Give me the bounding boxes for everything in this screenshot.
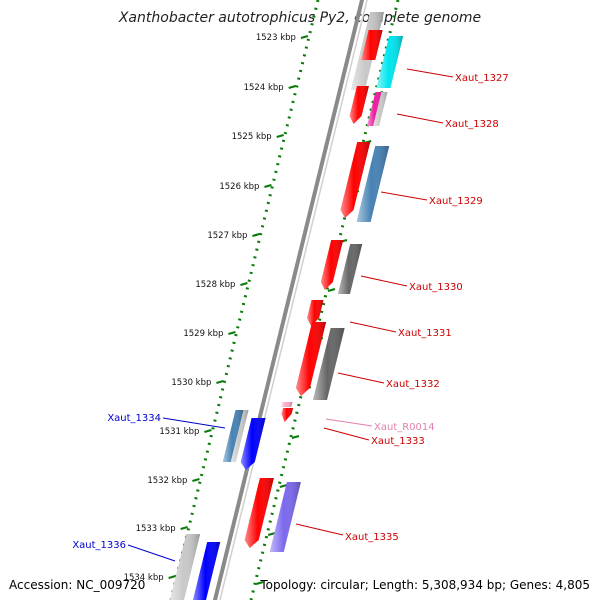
gene-bar-r0014 bbox=[281, 402, 293, 407]
tick-mark bbox=[255, 580, 264, 586]
gene-shade bbox=[373, 92, 388, 126]
tick-label: 1534 kbp bbox=[124, 573, 164, 583]
gene-bar-1335-red bbox=[244, 478, 274, 548]
gene-shade bbox=[244, 478, 274, 548]
gene-bar-1329-red bbox=[340, 142, 371, 218]
gene-shade bbox=[193, 542, 221, 600]
gene-shade bbox=[230, 410, 249, 462]
gene-bar-1334-light bbox=[230, 410, 249, 462]
tick-label: 1526 kbp bbox=[219, 182, 259, 192]
gene-label: Xaut_1329 bbox=[429, 196, 483, 207]
gene-label: Xaut_1331 bbox=[398, 328, 452, 339]
gene-label: Xaut_1330 bbox=[409, 282, 463, 293]
gene-bar-1327-red bbox=[361, 30, 383, 60]
gene-leader-line bbox=[349, 321, 397, 333]
tick-mark bbox=[300, 34, 309, 40]
tick-label: 1524 kbp bbox=[244, 83, 284, 93]
gene-shade bbox=[349, 86, 369, 124]
gene-bar-1327-cyan bbox=[376, 36, 404, 88]
gene-bar-1332-gray bbox=[313, 328, 345, 400]
gene-bar-1328-red bbox=[349, 86, 369, 124]
tick-mark bbox=[288, 84, 296, 90]
gene-leader-line bbox=[360, 275, 408, 287]
tick-mark bbox=[264, 183, 272, 189]
tick-mark bbox=[192, 477, 200, 483]
tick-mark bbox=[252, 232, 260, 238]
gene-shade bbox=[361, 30, 383, 60]
gene-shade bbox=[356, 146, 390, 222]
tick-label: 1531 kbp bbox=[159, 427, 199, 437]
gene-shade bbox=[281, 402, 293, 407]
tick-mark bbox=[279, 483, 288, 489]
gene-label: Xaut_1332 bbox=[386, 379, 440, 390]
tick-label: 1527 kbp bbox=[207, 231, 247, 241]
gene-shade bbox=[222, 410, 244, 462]
gene-label: Xaut_1333 bbox=[371, 436, 425, 447]
gene-leader-line bbox=[337, 372, 385, 384]
tick-label: 1525 kbp bbox=[232, 132, 272, 142]
gene-shade bbox=[376, 36, 404, 88]
gene-bar-1335-purple bbox=[269, 482, 301, 552]
gene-shade bbox=[269, 482, 301, 552]
tick-label: 1530 kbp bbox=[171, 378, 211, 388]
backbone-highlight bbox=[219, 0, 368, 600]
gene-label: Xaut_1334 bbox=[107, 413, 161, 424]
gene-shade bbox=[337, 244, 363, 294]
tick-label: 1528 kbp bbox=[195, 280, 235, 290]
gene-leader-line bbox=[380, 191, 428, 201]
tick-mark bbox=[267, 531, 276, 537]
gene-bar-1330-red bbox=[320, 240, 344, 290]
accession-text: Accession: NC_009720 bbox=[9, 578, 146, 592]
gene-label: Xaut_1336 bbox=[72, 540, 126, 551]
gene-label: Xaut_1327 bbox=[455, 73, 509, 84]
gene-label: Xaut_1335 bbox=[345, 532, 399, 543]
gene-label: Xaut_1328 bbox=[445, 119, 499, 130]
tick-mark bbox=[291, 434, 300, 440]
gene-leader-line bbox=[295, 523, 344, 536]
gene-leader-line bbox=[323, 427, 370, 441]
gene-bar-1332-red bbox=[295, 322, 327, 396]
gene-bar-1333-red bbox=[281, 408, 294, 422]
gene-leader-line bbox=[396, 113, 444, 124]
backbone-line bbox=[212, 0, 365, 600]
gene-bar-1328-gray bbox=[373, 92, 388, 126]
gene-shade bbox=[320, 240, 344, 290]
tick-mark bbox=[276, 133, 284, 139]
gene-leader-line bbox=[325, 418, 373, 427]
tick-mark bbox=[228, 330, 236, 336]
tick-label: 1533 kbp bbox=[136, 524, 176, 534]
map-title: Xanthobacter autotrophicus Py2, complete… bbox=[118, 10, 482, 26]
tick-mark bbox=[216, 379, 224, 385]
gene-label: Xaut_R0014 bbox=[374, 422, 435, 433]
genome-summary-text: Topology: circular; Length: 5,308,934 bp… bbox=[260, 578, 590, 592]
gene-leader-line bbox=[162, 417, 226, 429]
gene-bar-1329-blue bbox=[356, 146, 390, 222]
gene-bar-1331-red bbox=[307, 300, 324, 326]
tick-label: 1523 kbp bbox=[256, 33, 296, 43]
gene-bar-1336-gray bbox=[170, 534, 201, 600]
tick-label: 1532 kbp bbox=[147, 476, 187, 486]
gene-bar-1336-blue bbox=[193, 542, 221, 600]
tick-mark bbox=[204, 428, 212, 434]
gene-shade bbox=[313, 328, 345, 400]
gene-shade bbox=[340, 142, 371, 218]
gene-bar-1334-blue bbox=[240, 418, 266, 470]
tick-mark bbox=[240, 281, 248, 287]
tick-label: 1529 kbp bbox=[183, 329, 223, 339]
gene-bar-1334-steel bbox=[222, 410, 244, 462]
tick-mark bbox=[327, 287, 336, 293]
gene-shade bbox=[240, 418, 266, 470]
gene-bar-1330-gray bbox=[337, 244, 363, 294]
tick-mark bbox=[168, 574, 176, 580]
gene-leader-line bbox=[406, 68, 454, 78]
tick-mark bbox=[180, 525, 188, 531]
gene-shade bbox=[307, 300, 324, 326]
gene-leader-line bbox=[127, 544, 176, 562]
gene-shade bbox=[281, 408, 294, 422]
gene-shade bbox=[295, 322, 327, 396]
gene-shade bbox=[170, 534, 201, 600]
